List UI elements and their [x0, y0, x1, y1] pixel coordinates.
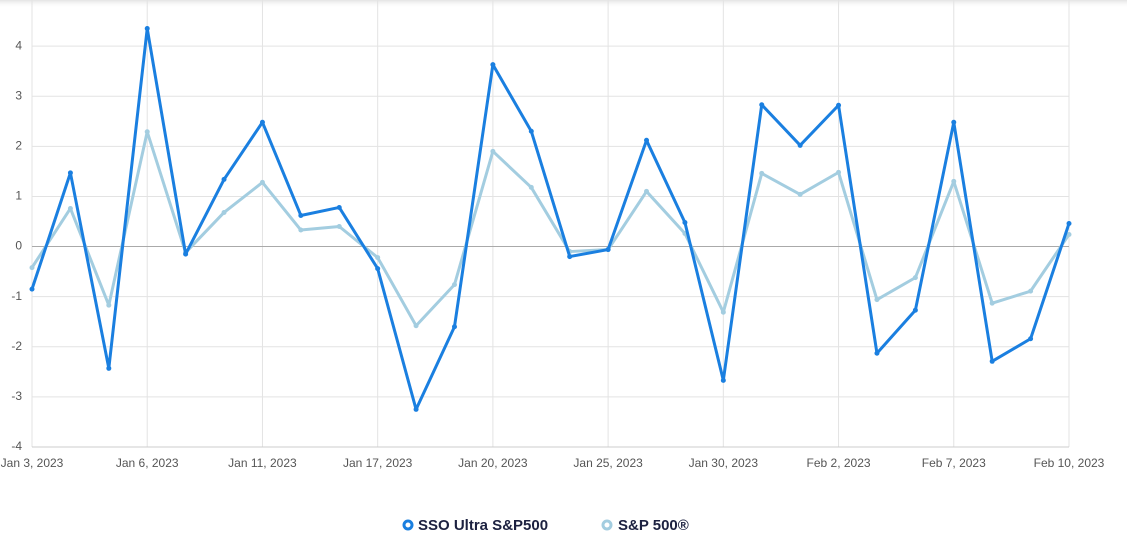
data-point — [528, 184, 534, 190]
data-point — [106, 302, 112, 308]
data-point — [298, 212, 304, 218]
y-tick-label: 2 — [15, 138, 22, 152]
data-point — [29, 265, 35, 271]
data-point — [413, 323, 419, 329]
y-tick-label: 3 — [15, 88, 22, 102]
data-point — [413, 406, 419, 412]
data-point — [67, 205, 73, 211]
data-point — [874, 350, 880, 356]
legend-label: S&P 500® — [618, 517, 689, 534]
data-point — [336, 204, 342, 210]
data-point — [1028, 336, 1034, 342]
data-point — [336, 224, 342, 230]
x-tick-label: Jan 20, 2023 — [458, 456, 528, 470]
data-point — [644, 137, 650, 143]
data-point — [644, 188, 650, 194]
y-tick-label: -3 — [11, 389, 22, 403]
x-tick-label: Jan 3, 2023 — [1, 456, 64, 470]
data-point — [375, 255, 381, 261]
y-tick-label: 4 — [15, 38, 22, 52]
data-point — [451, 324, 457, 330]
data-point — [720, 309, 726, 315]
data-point — [912, 275, 918, 281]
data-point — [221, 209, 227, 215]
x-tick-label: Jan 17, 2023 — [343, 456, 413, 470]
data-point — [567, 254, 573, 260]
legend-marker — [601, 519, 613, 531]
data-point — [682, 219, 688, 225]
data-point — [1028, 288, 1034, 294]
data-point — [605, 247, 611, 253]
data-point — [67, 170, 73, 176]
series-line — [30, 27, 1071, 411]
grid: Jan 3, 2023 Jan 6, 2023 Jan 11, 2023 Jan 17… — [1, 0, 1105, 470]
data-point — [951, 178, 957, 184]
data-point — [528, 128, 534, 134]
plot — [29, 26, 1072, 412]
data-point — [989, 300, 995, 306]
data-point — [144, 26, 150, 32]
x-tick-label: Jan 11, 2023 — [228, 456, 297, 470]
data-point — [221, 176, 227, 182]
data-point — [144, 129, 150, 135]
data-point — [836, 169, 842, 175]
data-point — [259, 179, 265, 185]
x-tick-label: Jan 6, 2023 — [116, 456, 179, 470]
data-point — [759, 170, 765, 176]
x-tick-label: Feb 2, 2023 — [807, 456, 871, 470]
series-line — [30, 130, 1071, 328]
legend-label: SSO Ultra S&P500 — [418, 517, 548, 534]
data-point — [759, 102, 765, 108]
data-point — [989, 358, 995, 364]
y-tick-label: 1 — [15, 189, 22, 203]
x-tick-label: Feb 10, 2023 — [1034, 456, 1105, 470]
data-point — [874, 297, 880, 303]
x-tick-label: Jan 25, 2023 — [573, 456, 643, 470]
data-point — [951, 119, 957, 125]
data-point — [490, 62, 496, 68]
data-point — [797, 191, 803, 197]
data-point — [912, 307, 918, 313]
x-tick-label: Feb 7, 2023 — [922, 456, 986, 470]
y-tick-label: -2 — [11, 339, 22, 353]
data-point — [797, 142, 803, 148]
data-point — [1066, 220, 1072, 226]
legend: SSO Ultra S&P500 S&P 500® — [402, 517, 689, 534]
x-tick-label: Jan 30, 2023 — [689, 456, 759, 470]
data-point — [375, 266, 381, 272]
y-tick-label: -4 — [11, 439, 22, 453]
data-point — [451, 282, 457, 288]
top-shadow — [0, 0, 1127, 8]
data-point — [836, 102, 842, 108]
data-point — [298, 227, 304, 233]
y-tick-label: 0 — [15, 239, 22, 253]
data-point — [1066, 232, 1072, 238]
data-point — [259, 119, 265, 125]
data-point — [29, 286, 35, 292]
legend-marker — [402, 519, 414, 531]
data-point — [106, 365, 112, 371]
data-point — [183, 251, 189, 257]
data-point — [490, 148, 496, 154]
data-point — [720, 377, 726, 383]
y-tick-label: -1 — [11, 289, 22, 303]
